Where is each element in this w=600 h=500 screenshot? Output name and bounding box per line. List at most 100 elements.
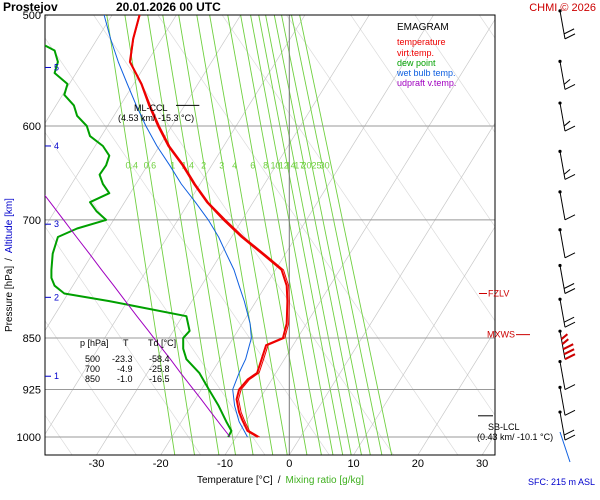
isotherm-line xyxy=(288,122,495,455)
wind-barb-feather xyxy=(560,333,569,340)
mixing-ratio-line xyxy=(162,15,236,455)
wind-barb-feather xyxy=(564,125,576,132)
table-row-850-t: -1.0 xyxy=(117,374,133,384)
credit-text: CHMI © 2026 xyxy=(529,2,596,14)
temperature-axis-labels: -30 -20 -10 0 10 20 30 xyxy=(88,458,488,470)
table-row-500-t: -23.3 xyxy=(112,354,133,364)
mixing-ratio-line xyxy=(240,15,322,455)
mixing-ratio-label: 25 xyxy=(311,160,321,170)
altitude-tick-label: 1 xyxy=(54,371,59,381)
dry-adiabat-line xyxy=(45,131,266,455)
wind-barb xyxy=(558,101,576,132)
wind-barb-feather xyxy=(562,343,574,351)
legend-temperature: temperature xyxy=(397,37,446,47)
dry-adiabat-line xyxy=(45,225,202,455)
wind-barb-staff xyxy=(559,61,566,90)
series-virt-temp xyxy=(130,15,290,438)
mixing-ratio-label: 14 xyxy=(286,160,296,170)
wind-barb-feather xyxy=(564,321,576,328)
temperature-tick-label: -10 xyxy=(217,458,233,470)
data-series xyxy=(45,15,290,438)
wind-barb-dot xyxy=(558,263,562,268)
table-row-850-td: -16.5 xyxy=(149,374,170,384)
altitude-axis-labels: 1 2 3 4 5 xyxy=(45,62,59,381)
legend: EMAGRAM temperature virt.temp. dew point… xyxy=(396,22,456,88)
pressure-axis-labels: 500 600 700 850 925 1000 xyxy=(17,10,41,444)
mixing-ratio-line xyxy=(196,15,274,455)
table-header-p: p [hPa] xyxy=(80,338,109,348)
ml-ccl-label: ML-CCL xyxy=(134,103,168,113)
temperature-tick-label: 30 xyxy=(476,458,488,470)
series-wet-bulb-temp xyxy=(103,15,252,438)
wind-barb-dot xyxy=(558,149,562,153)
mixing-ratio-label: 12 xyxy=(279,160,289,170)
x-axis-title-separator: / xyxy=(278,475,281,486)
table-header-t: T xyxy=(123,338,129,348)
wind-barb-feather xyxy=(563,120,571,127)
fzlv-label: FZLV xyxy=(488,288,509,298)
isotherm-line xyxy=(224,18,495,455)
mixing-ratio-label: 3 xyxy=(219,160,224,170)
mxws-annotation: MXWS xyxy=(487,330,530,340)
series-dew-point xyxy=(45,44,233,438)
dry-adiabat-line xyxy=(157,15,459,455)
table-row-700-p: 700 xyxy=(85,364,100,374)
wind-barb-dot xyxy=(558,59,562,64)
dry-adiabat-line xyxy=(544,15,600,455)
wind-barb xyxy=(558,297,576,328)
mixing-ratio-label: 0.4 xyxy=(126,160,139,170)
wind-barb-feather xyxy=(564,33,576,40)
station-name: Prostejov xyxy=(3,0,58,14)
dry-adiabats xyxy=(45,15,600,455)
ml-ccl-detail: (4.53 km/ -15.3 °C) xyxy=(118,113,194,123)
sb-lcl-annotation: SB-LCL (0.43 km/ -10.1 °C) xyxy=(477,415,553,442)
wind-barb-staff xyxy=(559,265,566,294)
wind-barb-staff xyxy=(559,387,566,416)
wind-barb xyxy=(558,385,576,416)
table-row-500-p: 500 xyxy=(85,354,100,364)
wind-barb-staff xyxy=(559,151,566,180)
dry-adiabat-line xyxy=(45,37,330,455)
mixing-ratio-line xyxy=(291,15,383,455)
mixing-ratio-line xyxy=(273,15,362,455)
wind-barb xyxy=(558,359,576,390)
legend-title: EMAGRAM xyxy=(397,22,449,33)
wind-barb-feather xyxy=(563,79,571,85)
wind-barbs xyxy=(558,9,576,463)
wind-barb-dot xyxy=(558,410,562,414)
y-axis-title: Pressure [hPa] / Altitude [km] xyxy=(4,198,15,332)
legend-updraft: udpraft v.temp. xyxy=(397,78,456,88)
x-axis-title-mixing: Mixing ratio [g/kg] xyxy=(285,475,364,486)
mixing-ratio-line xyxy=(178,15,254,455)
dry-adiabat-line xyxy=(221,15,495,416)
wind-barb-feather xyxy=(564,214,576,221)
sfc-wind-line xyxy=(559,431,571,463)
wind-barb-dot xyxy=(558,9,562,13)
legend-virt-temp: virt.temp. xyxy=(397,48,434,58)
wind-barb-feather xyxy=(563,348,575,356)
isotherm-line xyxy=(481,433,495,455)
dry-adiabat-line xyxy=(478,15,495,39)
mixing-ratio-label: 20 xyxy=(302,160,312,170)
wind-barb-staff xyxy=(559,102,566,132)
wind-barb xyxy=(558,410,576,441)
dry-adiabat-line xyxy=(350,15,495,228)
dry-adiabat-line xyxy=(286,15,495,322)
mixing-ratio-line xyxy=(106,15,176,455)
wind-barb-feather xyxy=(564,288,576,294)
data-table: p [hPa] T Td [°C] 500 -23.3 -58.4 700 -4… xyxy=(80,338,176,384)
temperature-tick-label: 10 xyxy=(347,458,359,470)
x-axis-title: Temperature [°C] / Mixing ratio [g/kg] xyxy=(197,475,364,486)
sb-lcl-detail: (0.43 km/ -10.1 °C) xyxy=(477,432,553,442)
isotherm-line xyxy=(45,15,241,332)
mixing-ratio-line xyxy=(147,15,220,455)
y-axis-title-altitude: Altitude [km] xyxy=(4,198,15,253)
table-row-700-t: -4.9 xyxy=(117,364,133,374)
wind-barb-dot xyxy=(558,297,562,301)
wind-barb-dot xyxy=(558,101,562,105)
isotherm-line xyxy=(546,15,600,455)
wind-barb-staff xyxy=(559,229,566,258)
altitude-tick-label: 5 xyxy=(54,62,59,72)
x-axis-title-temperature: Temperature [°C] xyxy=(197,475,273,486)
